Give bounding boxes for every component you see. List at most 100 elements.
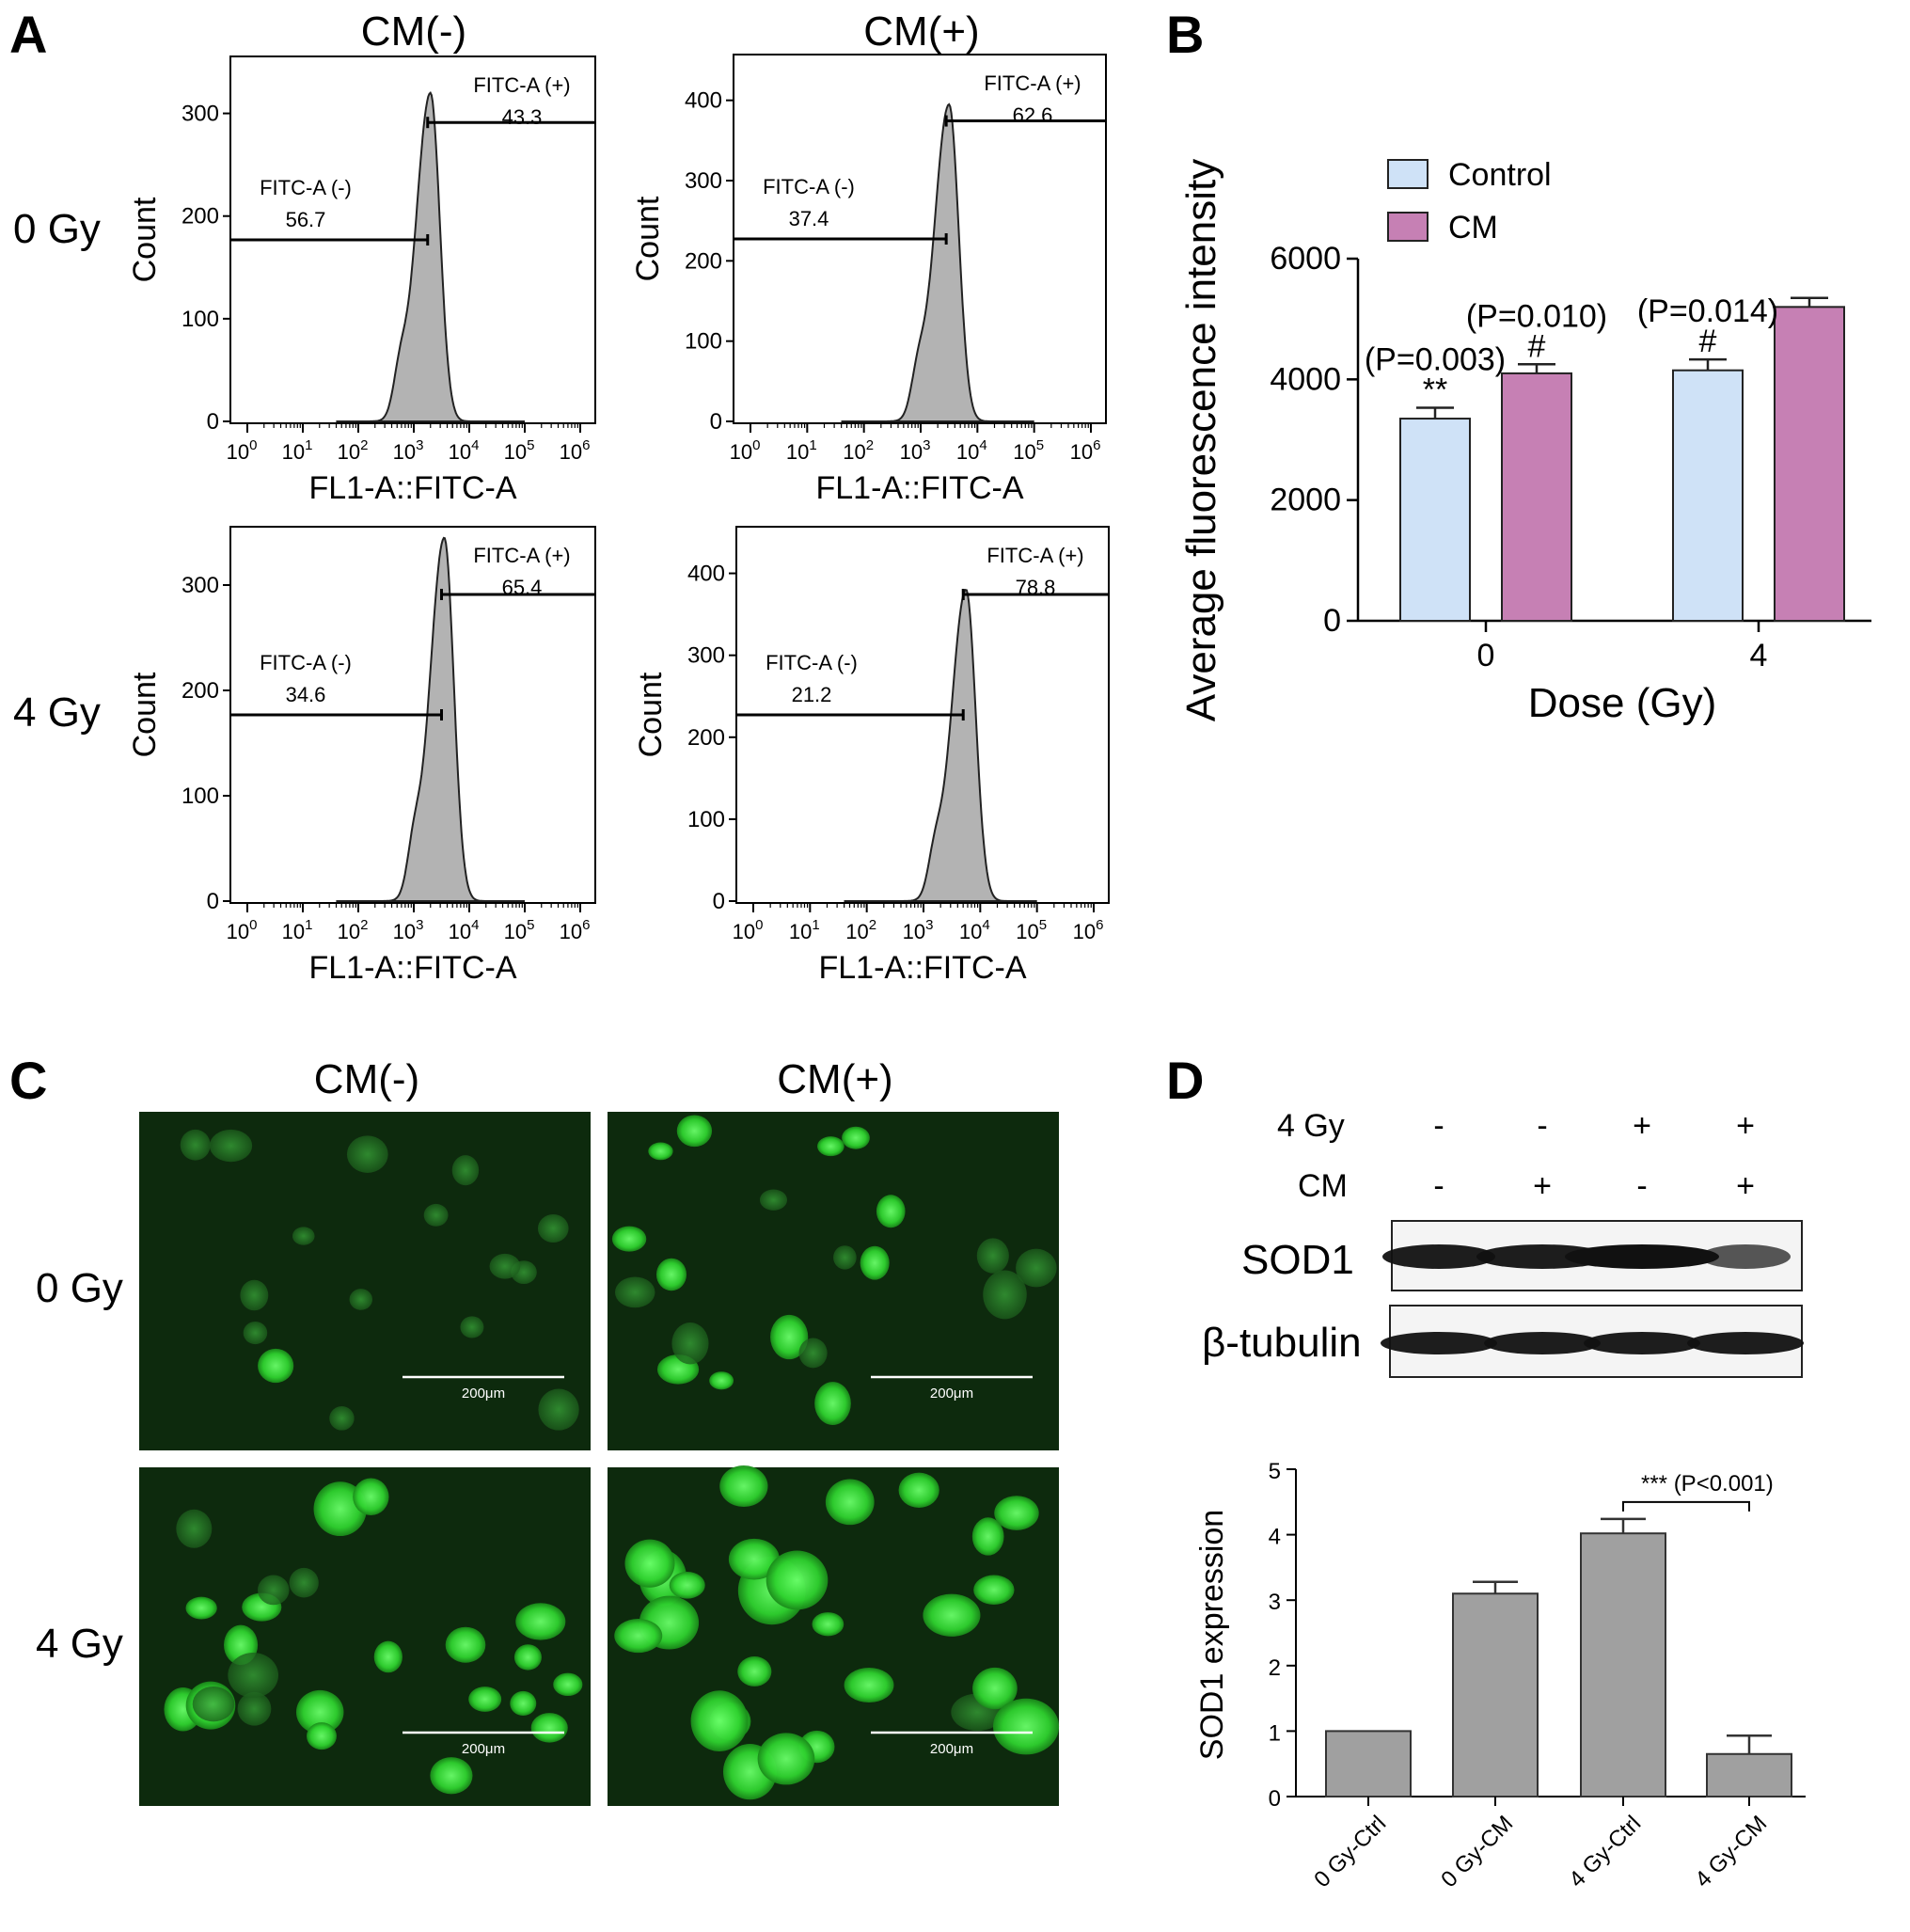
x-axis-label: FL1-A::FITC-A <box>308 950 516 986</box>
bar-cm-4 <box>1774 306 1845 622</box>
gate-positive-label: FITC-A (+) <box>987 544 1083 567</box>
cell <box>329 1405 355 1431</box>
cell <box>289 1567 319 1598</box>
gate-positive-value: 78.8 <box>1016 576 1056 599</box>
cell <box>460 1316 484 1338</box>
y-tick-label: 300 <box>685 168 722 194</box>
x-axis-label: FL1-A::FITC-A <box>818 950 1026 986</box>
scale-bar-label: 200μm <box>462 1386 505 1401</box>
cell <box>676 1115 713 1148</box>
cell <box>825 1479 875 1526</box>
lane-sign: + <box>1533 1168 1552 1204</box>
x-tick-label: 102 <box>845 917 876 943</box>
bar-chart-fluorescence: 0 2000 4000 6000 Average fluorescence intens… <box>1178 157 1871 726</box>
cell <box>515 1603 566 1640</box>
x-tick-label: 104 <box>449 437 480 464</box>
x-tick-label: 103 <box>393 437 424 464</box>
cell <box>812 1612 845 1637</box>
cell <box>860 1245 890 1280</box>
band-sod1 <box>1565 1244 1719 1269</box>
legend-label-cm: CM <box>1448 210 1498 245</box>
histogram-curve <box>841 103 1034 422</box>
micrograph-2: 200μm <box>139 1467 591 1806</box>
x-axis-label: FL1-A::FITC-A <box>815 470 1023 506</box>
significance-mark: # <box>1699 324 1717 359</box>
gate-positive-label: FITC-A (+) <box>984 71 1081 95</box>
gate-negative-value: 21.2 <box>792 683 832 706</box>
cell <box>971 1517 1004 1556</box>
bar-control-0 <box>1399 418 1471 622</box>
gate-positive-label: FITC-A (+) <box>473 544 570 567</box>
cell <box>844 1667 894 1702</box>
x-axis-label: FL1-A::FITC-A <box>308 470 516 506</box>
legend-swatch-cm <box>1387 212 1429 242</box>
y-tick-label: 200 <box>685 248 722 274</box>
x-tick-label: 101 <box>282 917 313 943</box>
lane-sign: + <box>1736 1168 1755 1204</box>
cell <box>976 1238 1009 1274</box>
scale-bar-label: 200μm <box>930 1741 973 1757</box>
y-axis-label: Count <box>127 672 163 757</box>
x-axis-label: Dose (Gy) <box>1528 680 1716 726</box>
panel-a-col-header-cm-neg: CM(-) <box>361 8 466 55</box>
y-tick-label: 200 <box>182 678 219 704</box>
lane-sign: - <box>1433 1168 1444 1204</box>
cell <box>757 1733 815 1785</box>
band-tubulin <box>1484 1332 1601 1354</box>
cell <box>349 1289 373 1310</box>
cell <box>973 1575 1015 1605</box>
y-tick-label: 200 <box>182 204 219 230</box>
y-axis-label: Count <box>630 196 666 281</box>
x-tick-label: 101 <box>786 437 817 464</box>
p-value-label: (P=0.003) <box>1365 341 1506 377</box>
x-tick-label: 0 Gy-CM <box>1436 1811 1518 1892</box>
lane-sign: - <box>1636 1168 1647 1204</box>
y-tick-label: 100 <box>182 307 219 332</box>
cell <box>669 1572 705 1599</box>
y-tick-label: 0 <box>1323 603 1341 639</box>
x-tick-label: 0 Gy-Ctrl <box>1309 1811 1391 1892</box>
cell <box>468 1687 502 1712</box>
band-sod1 <box>1700 1244 1791 1269</box>
y-tick-label: 100 <box>685 329 722 355</box>
histogram-curve <box>336 91 525 422</box>
x-tick-label: 105 <box>504 437 535 464</box>
cell <box>898 1472 939 1508</box>
panel-c-row-label-4gy: 4 Gy <box>36 1621 123 1667</box>
cell <box>671 1322 709 1365</box>
x-tick-label: 0 <box>1477 638 1495 673</box>
x-tick-label: 106 <box>560 437 591 464</box>
cell <box>513 1644 542 1671</box>
micrograph-3: 200μm <box>608 1465 1060 1806</box>
cell <box>295 1689 344 1734</box>
y-axis-label: SOD1 expression <box>1194 1510 1230 1760</box>
panel-letter-b: B <box>1166 5 1204 64</box>
x-tick-label: 101 <box>789 917 820 943</box>
x-tick-label: 103 <box>903 917 934 943</box>
cell <box>530 1713 568 1743</box>
y-tick-label: 200 <box>687 725 725 751</box>
y-axis-label: Count <box>633 672 669 757</box>
cell <box>614 1618 663 1654</box>
cell <box>185 1596 217 1620</box>
cell <box>430 1757 473 1795</box>
x-tick-label: 105 <box>504 917 535 943</box>
scale-bar-label: 200μm <box>462 1741 505 1757</box>
y-tick-label: 300 <box>182 102 219 127</box>
western-blot: 4 Gy CM SOD1 β-tubulin - - + + - + - + <box>1202 1108 1804 1378</box>
bar-control-4 <box>1672 369 1744 622</box>
cell <box>1016 1248 1057 1288</box>
y-tick-label: 300 <box>687 643 725 669</box>
x-tick-label: 100 <box>733 917 764 943</box>
panel-a-col-header-cm-pos: CM(+) <box>863 8 979 55</box>
band-sod1 <box>1382 1244 1495 1269</box>
panel-a-row-label-0gy: 0 Gy <box>13 206 101 252</box>
gate-positive-label: FITC-A (+) <box>473 73 570 97</box>
x-tick-label: 4 Gy-CM <box>1690 1811 1772 1892</box>
cell <box>648 1142 673 1161</box>
x-tick-label: 100 <box>227 437 258 464</box>
band-tubulin <box>1687 1332 1804 1354</box>
band-tubulin <box>1381 1332 1497 1354</box>
cell <box>445 1626 486 1663</box>
cell <box>614 1276 655 1308</box>
